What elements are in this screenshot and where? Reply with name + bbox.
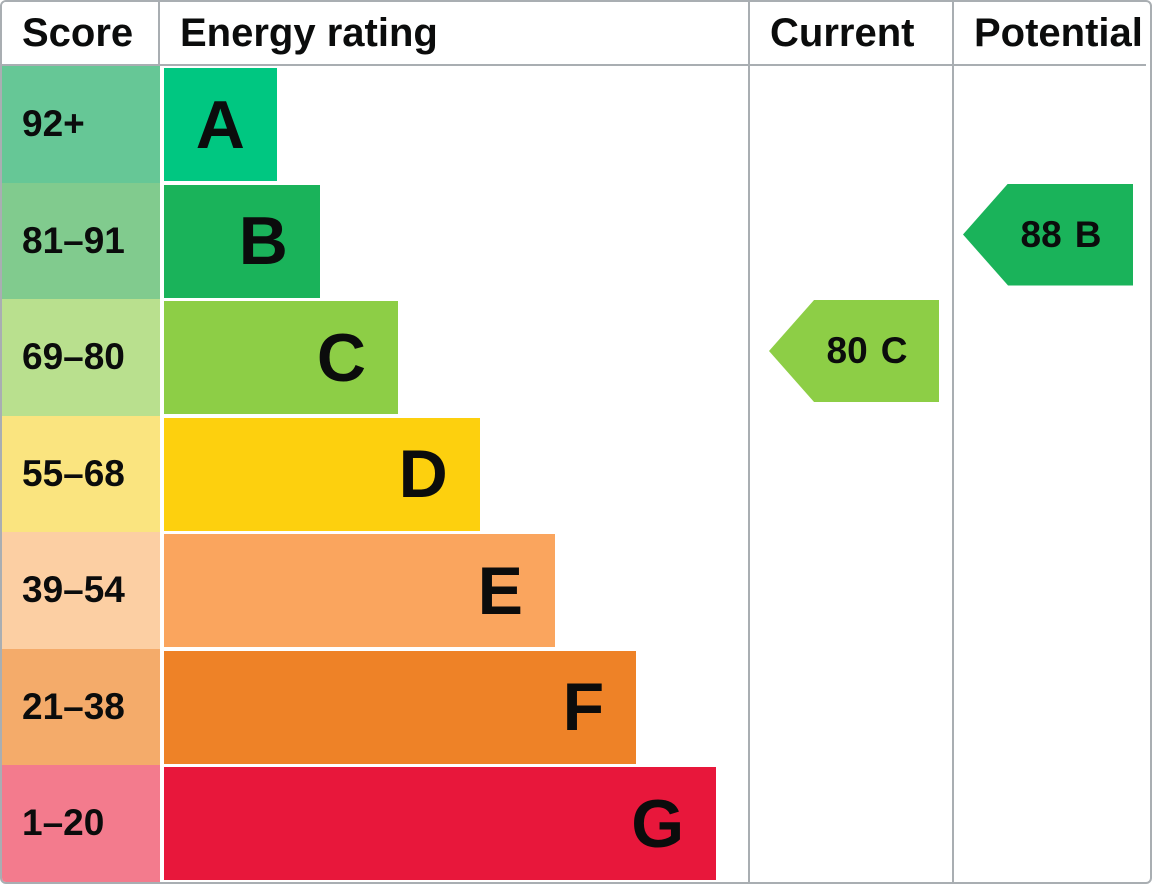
score-range-label-f: 21–38 (22, 685, 125, 727)
band-letter-d: D (398, 436, 448, 512)
potential-cell-row-b: 88 B (952, 182, 1146, 299)
potential-marker-band-letter: B (1074, 213, 1102, 255)
current-cell-row-g (748, 765, 952, 882)
rating-bar-f: F (164, 650, 637, 764)
band-letter-b: B (238, 203, 288, 279)
score-range-cell-d: 55–68 (2, 415, 160, 532)
rating-bar-cell-f: F (160, 649, 748, 766)
rating-bar-a: A (164, 68, 277, 181)
current-cell-row-f (748, 648, 952, 765)
score-range-label-e: 39–54 (22, 569, 125, 611)
rating-bar-cell-a: A (160, 66, 748, 183)
band-letter-e: E (477, 552, 524, 629)
band-letter-a: A (195, 86, 245, 163)
rating-bar-cell-b: B (160, 183, 748, 300)
rating-bar-e: E (164, 534, 556, 647)
potential-marker-arrow: 88 B (963, 183, 1133, 286)
rating-bar-b: B (164, 184, 320, 298)
potential-cell-row-d (952, 415, 1146, 532)
current-cell-row-a (748, 66, 952, 183)
current-cell-row-c: 80 C (748, 299, 952, 416)
rating-bar-c: C (164, 301, 399, 414)
rating-bar-cell-d: D (160, 416, 748, 533)
score-range-label-b: 81–91 (22, 219, 125, 261)
potential-marker-score: 88 (1020, 213, 1062, 255)
score-range-cell-a: 92+ (2, 66, 160, 183)
potential-column-header: Potential (952, 2, 1146, 66)
score-range-label-a: 92+ (22, 103, 85, 145)
potential-cell-row-f (952, 648, 1146, 765)
rating-bar-cell-c: C (160, 299, 748, 416)
current-marker-arrow: 80 C (769, 300, 939, 402)
rating-bar-g: G (164, 767, 717, 880)
score-column-header: Score (2, 2, 160, 66)
potential-cell-row-a (952, 66, 1146, 183)
score-range-cell-b: 81–91 (2, 182, 160, 299)
score-range-label-d: 55–68 (22, 452, 125, 494)
rating-bar-cell-g: G (160, 765, 748, 882)
current-marker-band-letter: C (880, 330, 908, 371)
score-range-cell-f: 21–38 (2, 648, 160, 765)
score-range-cell-c: 69–80 (2, 299, 160, 416)
band-letter-c: C (316, 319, 367, 396)
score-range-cell-e: 39–54 (2, 532, 160, 649)
current-cell-row-d (748, 415, 952, 532)
current-cell-row-b (748, 182, 952, 299)
current-marker-score: 80 (826, 330, 868, 371)
score-range-cell-g: 1–20 (2, 765, 160, 882)
band-letter-f: F (562, 669, 605, 745)
energy-rating-column-header: Energy rating (160, 2, 748, 66)
potential-cell-row-g (952, 765, 1146, 882)
current-cell-row-e (748, 532, 952, 649)
band-letter-g: G (631, 785, 685, 862)
current-column-header: Current (748, 2, 952, 66)
potential-cell-row-e (952, 532, 1146, 649)
rating-bar-cell-e: E (160, 532, 748, 649)
rating-bar-d: D (164, 417, 480, 531)
score-range-label-g: 1–20 (22, 802, 105, 844)
score-range-label-c: 69–80 (22, 336, 125, 378)
potential-cell-row-c (952, 299, 1146, 416)
